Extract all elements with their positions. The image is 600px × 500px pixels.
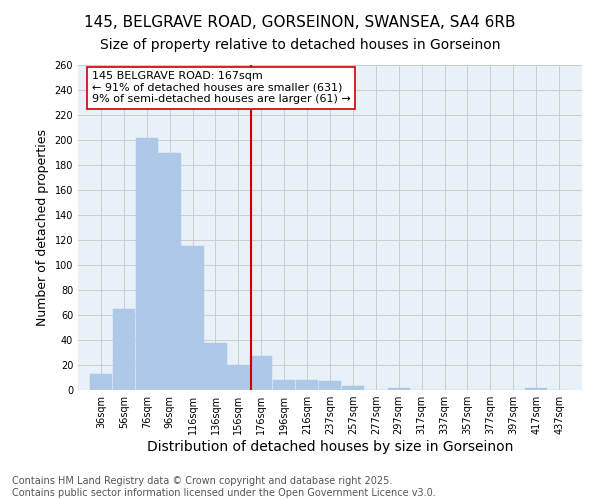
Bar <box>388 388 410 390</box>
Bar <box>250 356 272 390</box>
Bar <box>273 380 295 390</box>
Text: 145 BELGRAVE ROAD: 167sqm
← 91% of detached houses are smaller (631)
9% of semi-: 145 BELGRAVE ROAD: 167sqm ← 91% of detac… <box>92 71 350 104</box>
Bar <box>181 246 204 390</box>
Bar <box>158 152 181 390</box>
Bar <box>89 374 112 390</box>
Bar <box>319 381 341 390</box>
X-axis label: Distribution of detached houses by size in Gorseinon: Distribution of detached houses by size … <box>147 440 513 454</box>
Bar <box>136 138 158 390</box>
Text: 145, BELGRAVE ROAD, GORSEINON, SWANSEA, SA4 6RB: 145, BELGRAVE ROAD, GORSEINON, SWANSEA, … <box>84 15 516 30</box>
Text: Size of property relative to detached houses in Gorseinon: Size of property relative to detached ho… <box>100 38 500 52</box>
Bar <box>113 308 135 390</box>
Text: Contains HM Land Registry data © Crown copyright and database right 2025.
Contai: Contains HM Land Registry data © Crown c… <box>12 476 436 498</box>
Bar <box>296 380 319 390</box>
Y-axis label: Number of detached properties: Number of detached properties <box>36 129 49 326</box>
Bar <box>227 365 250 390</box>
Bar <box>204 342 227 390</box>
Bar <box>341 386 364 390</box>
Bar <box>525 388 547 390</box>
